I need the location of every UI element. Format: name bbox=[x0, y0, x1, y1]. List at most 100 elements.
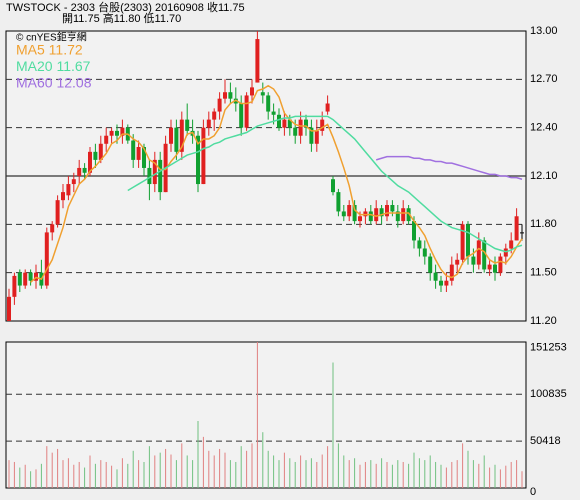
candle-body bbox=[115, 130, 119, 136]
candle-body bbox=[66, 184, 71, 196]
candle-body bbox=[433, 272, 438, 281]
candle-body bbox=[17, 272, 22, 286]
candle-body bbox=[363, 211, 368, 217]
candle-body bbox=[385, 205, 389, 217]
candle-body bbox=[320, 119, 325, 131]
candle-body bbox=[28, 272, 33, 281]
candle-body bbox=[374, 208, 379, 222]
candle-body bbox=[358, 216, 362, 222]
candle-body bbox=[293, 127, 298, 136]
y-tick-label: 13.00 bbox=[530, 25, 558, 37]
candle-body bbox=[401, 208, 406, 222]
candle-body bbox=[439, 280, 443, 286]
volume-tick-label: 151253 bbox=[530, 341, 567, 353]
volume-tick-label: 0 bbox=[530, 486, 536, 498]
candle-body bbox=[287, 119, 292, 128]
candle-body bbox=[50, 224, 55, 233]
candle-body bbox=[244, 95, 249, 128]
candle-body bbox=[325, 103, 330, 112]
candle-body bbox=[449, 264, 454, 281]
candle-body bbox=[271, 111, 276, 115]
candle-body bbox=[282, 119, 287, 128]
candle-body bbox=[444, 280, 449, 286]
legend-entry: MA20 11.67 bbox=[16, 58, 91, 74]
source-label: © cnYES鉅亨網 bbox=[16, 31, 87, 44]
candle-body bbox=[44, 232, 49, 286]
candle-body bbox=[228, 92, 233, 99]
candle-body bbox=[336, 192, 341, 212]
chart-title: TWSTOCK - 2303 台股(2303) 20160908 收11.75 bbox=[6, 0, 245, 14]
candle-body bbox=[23, 272, 28, 286]
candle-body bbox=[77, 167, 82, 176]
candle-body bbox=[460, 224, 465, 260]
candle-body bbox=[493, 264, 497, 273]
candle-body bbox=[417, 240, 422, 249]
candle-body bbox=[314, 130, 319, 144]
candle-body bbox=[379, 208, 384, 217]
volume-panel bbox=[5, 341, 527, 489]
candle-body bbox=[142, 147, 146, 168]
y-tick-label: 12.10 bbox=[530, 170, 558, 182]
chart-subtitle: 開11.75 高11.80 低11.70 bbox=[62, 11, 181, 25]
candle-body bbox=[212, 111, 217, 120]
candle-body bbox=[304, 119, 308, 128]
candle-body bbox=[196, 135, 200, 185]
candle-body bbox=[255, 39, 260, 83]
candle-body bbox=[466, 224, 470, 257]
y-tick-label: 12.40 bbox=[530, 122, 558, 134]
candle-body bbox=[109, 130, 114, 136]
candle-body bbox=[368, 211, 373, 222]
candle-body bbox=[61, 192, 65, 201]
candle-body bbox=[7, 296, 11, 321]
candle-body bbox=[201, 127, 206, 185]
candle-body bbox=[185, 119, 190, 131]
candle-body bbox=[206, 119, 211, 128]
candle-body bbox=[169, 127, 173, 144]
y-tick-label: 12.70 bbox=[530, 73, 558, 85]
candle-body bbox=[309, 127, 314, 144]
candle-body bbox=[412, 221, 416, 241]
candle-body bbox=[422, 248, 427, 257]
candle-body bbox=[239, 103, 244, 128]
candle-body bbox=[514, 216, 519, 241]
candle-body bbox=[509, 240, 514, 249]
candle-body bbox=[217, 98, 222, 112]
candle-body bbox=[260, 92, 265, 96]
candle-body bbox=[428, 256, 433, 273]
candle-body bbox=[503, 248, 508, 257]
candle-body bbox=[331, 179, 335, 193]
candle-body bbox=[471, 256, 476, 265]
candle-body bbox=[12, 275, 17, 297]
candle-body bbox=[147, 167, 152, 185]
candle-body bbox=[482, 240, 487, 270]
ma-line bbox=[375, 155, 523, 180]
y-tick-label: 11.80 bbox=[530, 218, 557, 230]
candle-body bbox=[347, 205, 352, 217]
candle-body bbox=[179, 119, 184, 152]
candle-body bbox=[352, 205, 357, 222]
ma-line bbox=[127, 115, 523, 253]
ma-line bbox=[30, 84, 523, 283]
candle-body bbox=[498, 256, 503, 273]
candle-body bbox=[455, 259, 460, 265]
candle-body bbox=[341, 211, 346, 217]
candle-body bbox=[487, 264, 492, 270]
candle-body bbox=[55, 200, 60, 225]
candle-body bbox=[250, 87, 254, 96]
candle-body bbox=[98, 143, 103, 160]
volume-tick-label: 100835 bbox=[530, 388, 567, 400]
y-tick-label: 11.20 bbox=[530, 315, 557, 327]
candle-body bbox=[390, 205, 395, 212]
candle-body bbox=[104, 135, 109, 144]
candle-body bbox=[34, 272, 38, 281]
candle-body bbox=[298, 119, 303, 136]
candle-body bbox=[223, 92, 227, 99]
legend-entry: MA5 11.72 bbox=[16, 42, 83, 58]
candle-body bbox=[277, 114, 281, 128]
candle-body bbox=[93, 151, 98, 160]
candle-body bbox=[158, 159, 163, 193]
candle-body bbox=[88, 151, 92, 173]
candle-body bbox=[82, 167, 87, 173]
candle-body bbox=[174, 127, 179, 152]
